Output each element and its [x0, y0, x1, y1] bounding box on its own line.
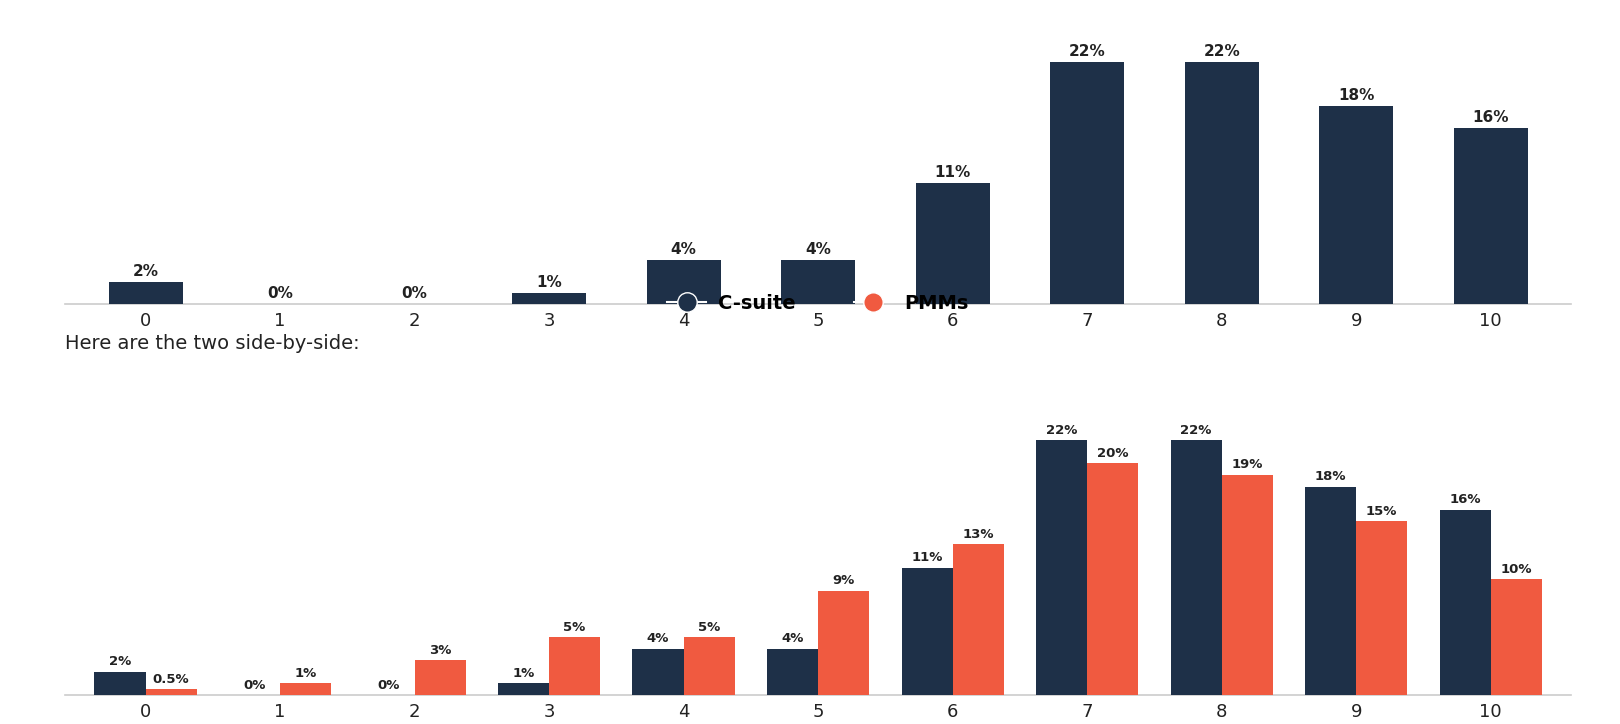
Text: 0%: 0% — [267, 286, 293, 300]
Bar — [512, 293, 586, 304]
Bar — [1087, 463, 1139, 695]
Text: 4%: 4% — [805, 242, 831, 257]
Bar — [953, 544, 1004, 695]
Text: 10%: 10% — [1500, 563, 1533, 576]
Legend: C-suite, PMMs: C-suite, PMMs — [667, 293, 969, 313]
Text: 1%: 1% — [536, 275, 562, 290]
Bar — [109, 282, 183, 304]
Text: 0%: 0% — [377, 678, 400, 691]
Text: 4%: 4% — [646, 632, 669, 645]
Bar — [1306, 487, 1356, 695]
Bar — [1184, 62, 1259, 304]
Bar — [646, 260, 721, 304]
Text: 22%: 22% — [1069, 43, 1105, 59]
Text: 5%: 5% — [564, 620, 586, 634]
Bar — [901, 568, 953, 695]
Text: 11%: 11% — [935, 165, 970, 180]
Bar — [497, 683, 549, 695]
Bar — [549, 637, 599, 695]
Text: 22%: 22% — [1181, 424, 1212, 437]
Text: 20%: 20% — [1097, 447, 1129, 460]
Text: 4%: 4% — [781, 632, 804, 645]
Text: 2%: 2% — [133, 264, 159, 279]
Bar — [1319, 106, 1393, 304]
Bar — [1050, 62, 1124, 304]
Bar — [1171, 440, 1221, 695]
Text: 4%: 4% — [671, 242, 697, 257]
Text: 22%: 22% — [1047, 424, 1077, 437]
Text: 22%: 22% — [1204, 43, 1239, 59]
Text: 2%: 2% — [109, 655, 131, 668]
Bar — [415, 660, 465, 695]
Text: 18%: 18% — [1338, 88, 1374, 103]
Text: 16%: 16% — [1473, 110, 1508, 125]
Text: 9%: 9% — [833, 574, 855, 587]
Bar — [1440, 510, 1490, 695]
Text: 15%: 15% — [1366, 505, 1398, 518]
Text: Here are the two side-by-side:: Here are the two side-by-side: — [65, 334, 360, 353]
Text: 0.5%: 0.5% — [152, 673, 190, 686]
Text: 19%: 19% — [1231, 458, 1264, 471]
Text: 11%: 11% — [912, 551, 943, 564]
Bar — [1356, 521, 1408, 695]
Bar — [1037, 440, 1087, 695]
Bar — [781, 260, 855, 304]
Bar — [766, 649, 818, 695]
Bar — [1490, 579, 1542, 695]
Bar — [94, 672, 146, 695]
Text: 16%: 16% — [1450, 493, 1481, 506]
Text: 1%: 1% — [295, 667, 318, 680]
Bar — [1221, 475, 1273, 695]
Bar — [1453, 128, 1528, 304]
Bar — [915, 183, 990, 304]
Bar — [280, 683, 330, 695]
Text: 13%: 13% — [962, 528, 995, 541]
Bar — [146, 689, 196, 695]
Bar — [818, 591, 870, 695]
Bar — [684, 637, 735, 695]
Text: 0%: 0% — [402, 286, 428, 300]
Text: 3%: 3% — [429, 644, 452, 657]
Text: 5%: 5% — [698, 620, 721, 634]
Text: 1%: 1% — [512, 667, 535, 680]
Bar — [632, 649, 684, 695]
Text: 18%: 18% — [1315, 470, 1346, 483]
Text: 0%: 0% — [243, 678, 266, 691]
